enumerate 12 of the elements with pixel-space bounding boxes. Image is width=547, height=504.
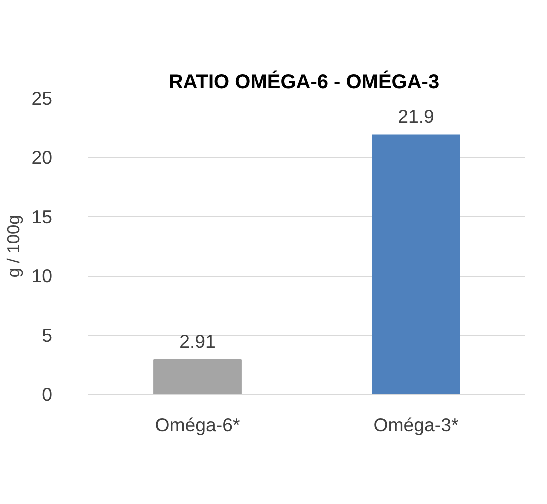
y-tick-label: 20 [32,147,53,168]
y-axis-title: g / 100g [4,215,24,278]
x-tick-label: Oméga-3* [374,414,459,436]
y-tick-label: 15 [32,206,53,228]
y-tick-label: 25 [32,88,53,109]
data-label: 21.9 [398,106,434,128]
x-tick-label: Oméga-6* [155,414,240,436]
data-label: 2.91 [180,331,216,352]
chart-title: RATIO OMÉGA-6 - OMÉGA-3 [168,70,440,94]
y-tick-label: 10 [32,266,53,287]
y-tick-label: 5 [42,324,53,346]
y-tick-label: 0 [42,384,53,405]
